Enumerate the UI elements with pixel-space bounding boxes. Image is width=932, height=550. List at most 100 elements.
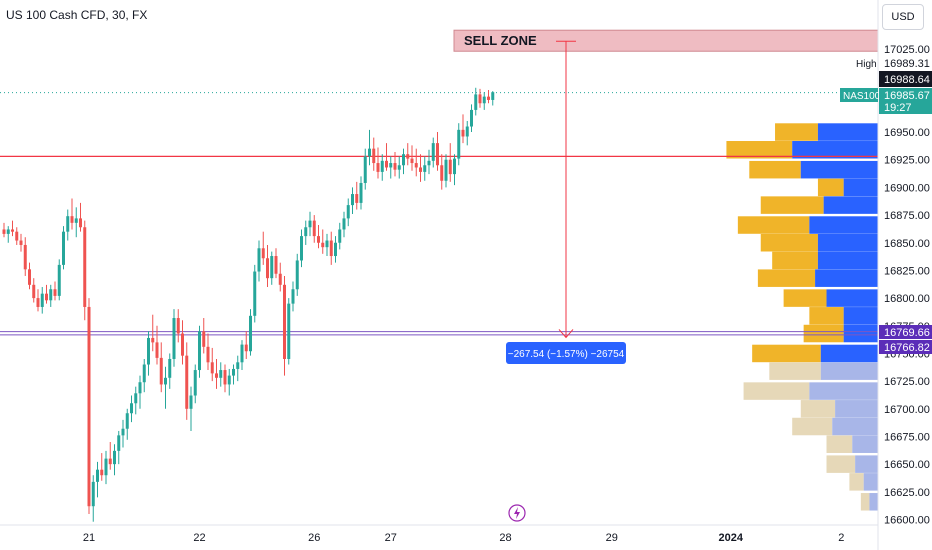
vp-buy-bar (823, 196, 878, 214)
candle-body (325, 240, 329, 248)
candle-body (91, 481, 95, 507)
candle-body (423, 165, 427, 172)
vp-sell-bar (826, 455, 856, 473)
vp-buy-bar (820, 362, 878, 380)
candle-body (96, 469, 99, 482)
candle-body (219, 370, 223, 378)
x-tick-label: 29 (606, 532, 618, 544)
candle-body (23, 244, 27, 270)
vp-sell-bar (775, 123, 818, 141)
vp-buy-bar (817, 234, 878, 252)
vp-buy-bar (863, 473, 878, 491)
candle-body (125, 413, 129, 429)
candle-body (393, 163, 397, 170)
current-value: 16985.67 (884, 90, 930, 102)
candle-body (19, 240, 23, 245)
candle-body (70, 216, 74, 223)
currency-button[interactable]: USD (882, 4, 924, 30)
y-tick-label: 16850.00 (884, 238, 930, 250)
candle-body (389, 163, 393, 168)
y-tick-label: 16625.00 (884, 487, 930, 499)
vp-buy-bar (869, 493, 878, 511)
y-tick-label: 16875.00 (884, 210, 930, 222)
candle-body (257, 248, 261, 272)
candle-body (130, 403, 133, 414)
candle-body (113, 450, 116, 465)
symbol-title: US 100 Cash CFD, 30, FX (6, 8, 148, 22)
candle-body (274, 256, 278, 274)
candle-body (351, 194, 354, 206)
candle-body (45, 293, 48, 301)
vp-buy-bar (855, 455, 878, 473)
candle-body (210, 362, 214, 374)
candle-body (206, 346, 210, 363)
candle-body (164, 377, 167, 385)
candle-body (36, 298, 40, 307)
candle-body (287, 303, 291, 359)
candle-body (457, 129, 461, 159)
candle-body (83, 227, 87, 307)
vp-sell-bar (783, 289, 827, 307)
vp-sell-bar (800, 400, 836, 418)
vp-sell-bar (726, 141, 793, 159)
candle-body (117, 435, 121, 451)
y-tick-label: 16950.00 (884, 127, 930, 139)
candle-body (295, 260, 299, 290)
candle-body (193, 370, 197, 396)
level-a: 16769.66 (884, 327, 930, 339)
level-b-box (879, 340, 932, 354)
candle-body (53, 289, 57, 296)
vp-buy-bar (852, 435, 878, 453)
sell-zone-label: SELL ZONE (464, 33, 537, 48)
vp-buy-bar (843, 307, 878, 325)
y-tick-label: 16650.00 (884, 459, 930, 471)
countdown: 19:27 (884, 102, 912, 114)
candle-body (108, 458, 112, 465)
vp-buy-bar (792, 141, 878, 159)
candle-body (202, 331, 206, 347)
candle-body (155, 342, 159, 358)
x-tick-label: 26 (308, 532, 320, 544)
candle-body (244, 344, 248, 352)
candle-body (283, 284, 286, 359)
candle-body (487, 96, 490, 100)
candle-body (406, 154, 410, 159)
candle-body (359, 182, 363, 203)
candle-body (227, 375, 231, 385)
candle-body (159, 357, 163, 385)
x-tick-label: 21 (83, 532, 95, 544)
vp-buy-bar (809, 216, 878, 234)
candle-body (334, 242, 337, 257)
candle-body (2, 229, 6, 234)
measure-label-box (506, 342, 626, 364)
candle-body (291, 289, 295, 304)
high-tag-box (852, 56, 877, 70)
x-tick-label: 22 (193, 532, 205, 544)
level-a-box (879, 325, 932, 339)
candle-body (321, 242, 325, 248)
vp-buy-bar (832, 417, 878, 436)
x-tick-label: 28 (499, 532, 511, 544)
candle-body (448, 159, 452, 175)
candle-body (470, 109, 473, 127)
candle-body (168, 358, 172, 378)
candle-body (138, 382, 142, 394)
vp-buy-bar (843, 324, 878, 343)
candle-body (198, 331, 201, 371)
candle-body (397, 165, 401, 170)
candle-body (342, 218, 346, 230)
candle-body (74, 218, 78, 223)
level-b: 16766.82 (884, 342, 930, 354)
candle-body (176, 318, 180, 334)
y-tick-label: 16800.00 (884, 293, 930, 305)
candle-body (15, 231, 19, 241)
candle-body (172, 318, 176, 359)
measure-label: −267.54 (−1.57%) −26754 (508, 349, 625, 360)
candle-body (278, 273, 282, 285)
vp-sell-bar (803, 324, 844, 343)
candle-body (410, 158, 414, 164)
y-tick-label: 16825.00 (884, 265, 930, 277)
time-axis-bg (0, 526, 878, 550)
last-value-box (879, 71, 932, 87)
